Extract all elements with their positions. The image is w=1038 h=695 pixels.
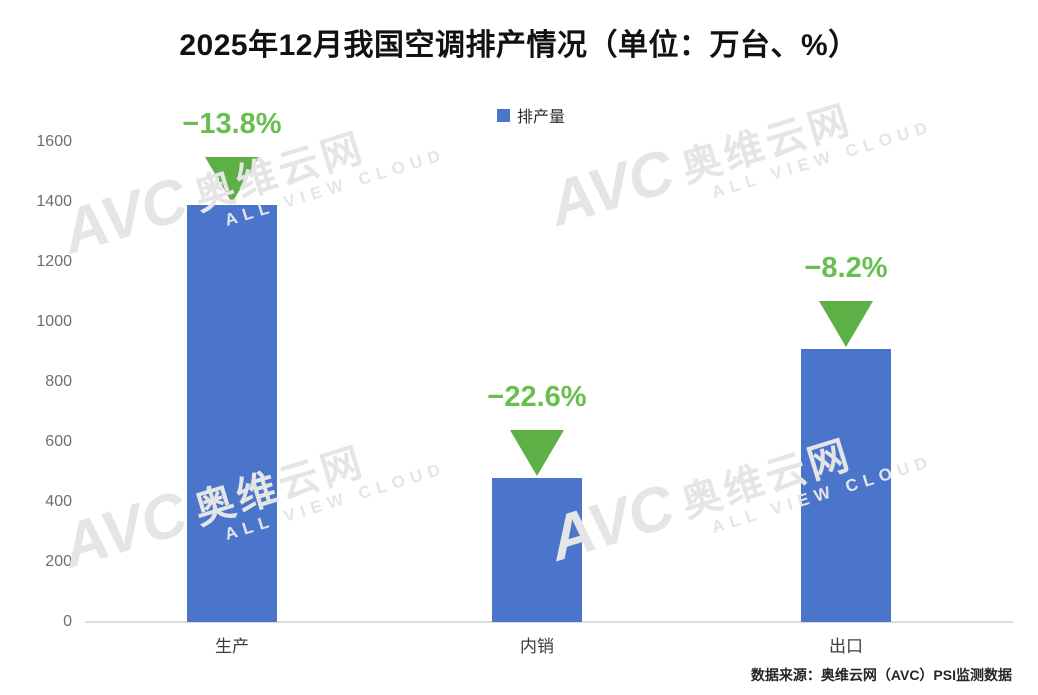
avc-watermark: AVC 奥维云网 ALL VIEW CLOUD xyxy=(541,65,936,249)
y-axis-tick-label: 1400 xyxy=(36,193,72,210)
y-axis-tick-label: 1200 xyxy=(36,253,72,270)
bar-内销 xyxy=(492,478,582,622)
source-note: 数据来源：奥维云网（AVC）PSI监测数据 xyxy=(750,667,1012,683)
decline-triangle-icon xyxy=(510,430,564,476)
x-axis-category-label: 内销 xyxy=(520,637,554,656)
x-axis-line xyxy=(85,621,1013,623)
watermark-line1: AVC 奥维云网 xyxy=(541,65,931,240)
x-axis-category-label: 出口 xyxy=(829,637,863,656)
decline-triangle-icon xyxy=(819,301,873,347)
watermark-tagline: ALL VIEW CLOUD xyxy=(709,116,936,202)
chart-title: 2025年12月我国空调排产情况（单位：万台、%） xyxy=(179,29,859,62)
y-axis-tick-label: 400 xyxy=(45,493,72,510)
x-axis-category-label: 生产 xyxy=(215,637,249,656)
y-axis-tick-label: 600 xyxy=(45,433,72,450)
change-label: −13.8% xyxy=(182,108,282,140)
bar-出口 xyxy=(801,349,891,622)
y-axis-tick-label: 1000 xyxy=(36,313,72,330)
watermark-brand: AVC xyxy=(54,478,196,582)
watermark-brand: AVC xyxy=(54,164,196,268)
change-label: −22.6% xyxy=(487,381,587,413)
decline-triangle-icon xyxy=(205,157,259,203)
legend-swatch-icon xyxy=(496,108,510,122)
y-axis-tick-label: 800 xyxy=(45,373,72,390)
change-label: −8.2% xyxy=(804,252,888,284)
bar-生产 xyxy=(187,205,277,622)
legend: 排产量 xyxy=(24,103,1038,127)
y-axis-tick-label: 1600 xyxy=(36,133,72,150)
y-axis-tick-label: 0 xyxy=(63,613,72,630)
watermark-brand: AVC xyxy=(541,136,683,240)
legend-label: 排产量 xyxy=(516,109,565,126)
y-axis-tick-label: 200 xyxy=(45,553,72,570)
